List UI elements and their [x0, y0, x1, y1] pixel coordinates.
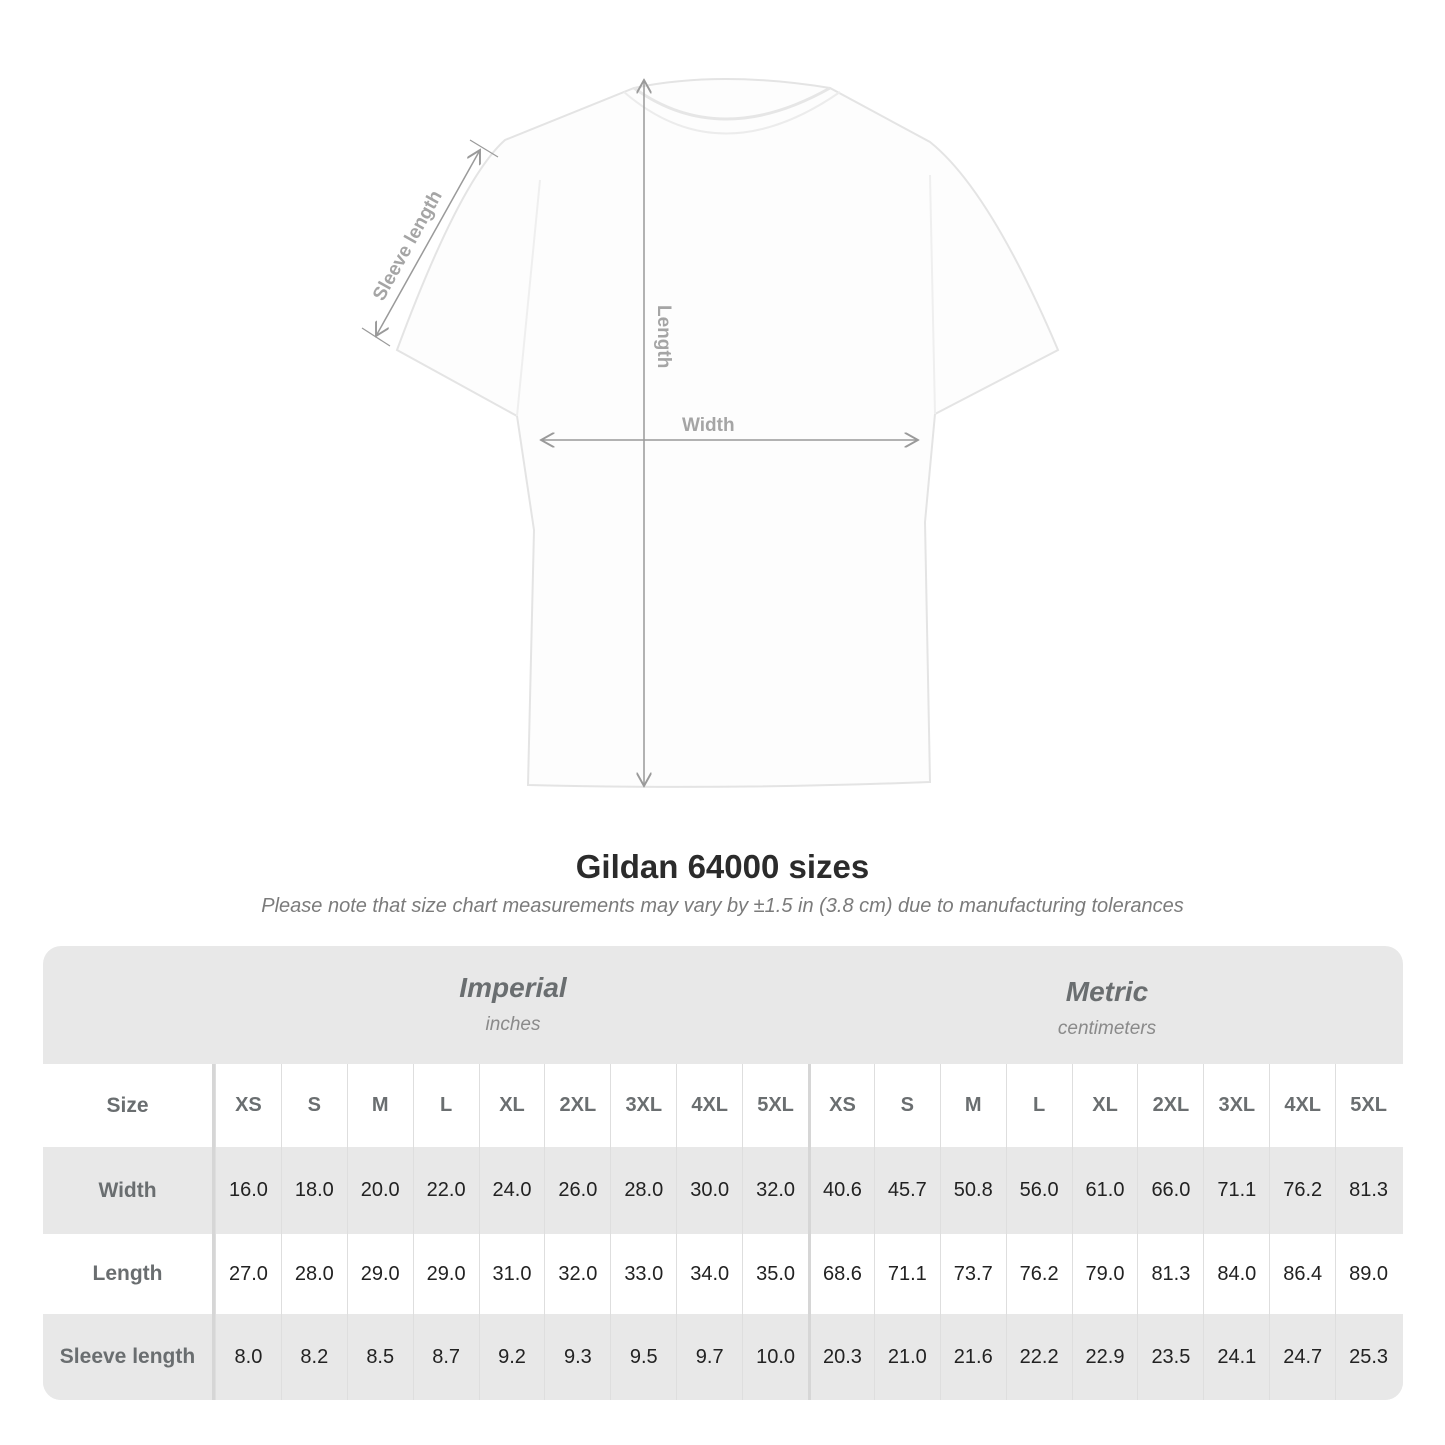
metric-size-header: 5XL	[1335, 1064, 1401, 1147]
size-table: Imperial inches Metric centimeters Size X…	[43, 946, 1403, 1400]
row-label: Width	[43, 1147, 215, 1234]
metric-value-cell: 20.3	[808, 1314, 874, 1400]
metric-value-cell: 66.0	[1137, 1147, 1203, 1234]
imperial-size-header: XS	[215, 1064, 281, 1147]
metric-header: Metric centimeters	[811, 946, 1403, 1094]
metric-value-cell: 21.6	[939, 1314, 1006, 1400]
tshirt-diagram: Sleeve length Length Width	[361, 78, 1060, 788]
metric-value-cell: 23.5	[1137, 1314, 1203, 1400]
table-row: Sleeve length 8.0 8.2 8.5 8.7 9.2 9.3 9.5 9.7 10.…	[43, 1314, 1403, 1400]
imperial-size-header: M	[346, 1064, 413, 1147]
imperial-unit: inches	[485, 1014, 541, 1035]
table-row: Width 16.0 18.0 20.0 22.0 24.0 26.0 28.0 30.0 32.…	[43, 1147, 1403, 1234]
metric-value-cell: 73.7	[939, 1234, 1006, 1314]
metric-value-cell: 56.0	[1005, 1147, 1072, 1234]
metric-value-cell: 81.3	[1137, 1234, 1203, 1314]
metric-value-cell: 50.8	[939, 1147, 1006, 1234]
imperial-value-cell: 9.7	[676, 1314, 742, 1400]
metric-label: Metric	[1065, 976, 1149, 1007]
imperial-value-cell: 8.5	[346, 1314, 413, 1400]
imperial-value-cell: 9.3	[544, 1314, 610, 1400]
metric-value-cell: 89.0	[1335, 1234, 1401, 1314]
metric-value-cell: 61.0	[1071, 1147, 1138, 1234]
length-label: Length	[653, 305, 674, 368]
table-row: Length 27.0 28.0 29.0 29.0 31.0 32.0 33.0 34.0 35…	[43, 1234, 1403, 1314]
row-label: Sleeve length	[43, 1314, 215, 1400]
imperial-value-cell: 32.0	[544, 1234, 610, 1314]
metric-value-cell: 84.0	[1203, 1234, 1269, 1314]
imperial-value-cell: 20.0	[346, 1147, 413, 1234]
imperial-value-cell: 34.0	[676, 1234, 742, 1314]
imperial-value-cell: 9.5	[610, 1314, 676, 1400]
imperial-size-header: S	[280, 1064, 347, 1147]
imperial-value-cell: 27.0	[215, 1234, 281, 1314]
metric-value-cell: 24.1	[1203, 1314, 1269, 1400]
metric-size-header: 4XL	[1269, 1064, 1335, 1147]
metric-value-cell: 76.2	[1005, 1234, 1072, 1314]
metric-value-cell: 71.1	[1203, 1147, 1269, 1234]
page-title: Gildan 64000 sizes	[575, 848, 870, 885]
imperial-value-cell: 8.2	[280, 1314, 347, 1400]
metric-value-cell: 22.9	[1071, 1314, 1138, 1400]
imperial-value-cell: 10.0	[742, 1314, 808, 1400]
imperial-value-cell: 26.0	[544, 1147, 610, 1234]
imperial-value-cell: 33.0	[610, 1234, 676, 1314]
imperial-size-header: 4XL	[676, 1064, 742, 1147]
imperial-value-cell: 29.0	[412, 1234, 479, 1314]
imperial-size-header: 5XL	[742, 1064, 808, 1147]
metric-value-cell: 76.2	[1269, 1147, 1335, 1234]
imperial-value-cell: 28.0	[610, 1147, 676, 1234]
imperial-size-header: 2XL	[544, 1064, 610, 1147]
metric-size-header: S	[873, 1064, 940, 1147]
metric-value-cell: 40.6	[808, 1147, 874, 1234]
row-label: Size	[43, 1064, 215, 1147]
metric-value-cell: 68.6	[808, 1234, 874, 1314]
metric-value-cell: 79.0	[1071, 1234, 1138, 1314]
imperial-value-cell: 8.7	[412, 1314, 479, 1400]
imperial-size-header: XL	[478, 1064, 545, 1147]
metric-value-cell: 25.3	[1335, 1314, 1401, 1400]
imperial-value-cell: 29.0	[346, 1234, 413, 1314]
metric-value-cell: 81.3	[1335, 1147, 1401, 1234]
metric-size-header: XL	[1071, 1064, 1138, 1147]
imperial-value-cell: 9.2	[478, 1314, 545, 1400]
imperial-value-cell: 16.0	[215, 1147, 281, 1234]
tolerance-note: Please note that size chart measurements…	[261, 895, 1184, 917]
metric-size-header: 2XL	[1137, 1064, 1203, 1147]
metric-value-cell: 24.7	[1269, 1314, 1335, 1400]
metric-value-cell: 21.0	[873, 1314, 940, 1400]
imperial-label: Imperial	[459, 972, 567, 1003]
row-label: Length	[43, 1234, 215, 1314]
metric-size-header: L	[1005, 1064, 1072, 1147]
imperial-value-cell: 28.0	[280, 1234, 347, 1314]
imperial-value-cell: 35.0	[742, 1234, 808, 1314]
width-label: Width	[682, 415, 735, 436]
metric-unit: centimeters	[1057, 1018, 1157, 1039]
metric-value-cell: 45.7	[873, 1147, 940, 1234]
imperial-value-cell: 32.0	[742, 1147, 808, 1234]
imperial-value-cell: 18.0	[280, 1147, 347, 1234]
sleeve-measure-line	[376, 150, 480, 336]
imperial-value-cell: 8.0	[215, 1314, 281, 1400]
metric-value-cell: 86.4	[1269, 1234, 1335, 1314]
imperial-value-cell: 24.0	[478, 1147, 545, 1234]
metric-value-cell: 22.2	[1005, 1314, 1072, 1400]
metric-size-header: XS	[808, 1064, 874, 1147]
imperial-size-header: L	[412, 1064, 479, 1147]
imperial-size-header: 3XL	[610, 1064, 676, 1147]
imperial-value-cell: 30.0	[676, 1147, 742, 1234]
imperial-value-cell: 22.0	[412, 1147, 479, 1234]
metric-size-header: 3XL	[1203, 1064, 1269, 1147]
imperial-header: Imperial inches	[215, 946, 811, 1090]
size-header-row: Size XS S M L XL 2XL 3XL 4XL 5XL XS S M L XL 2XL 3XL 4XL 5…	[43, 1064, 1403, 1147]
imperial-value-cell: 31.0	[478, 1234, 545, 1314]
metric-value-cell: 71.1	[873, 1234, 940, 1314]
metric-size-header: M	[939, 1064, 1006, 1147]
